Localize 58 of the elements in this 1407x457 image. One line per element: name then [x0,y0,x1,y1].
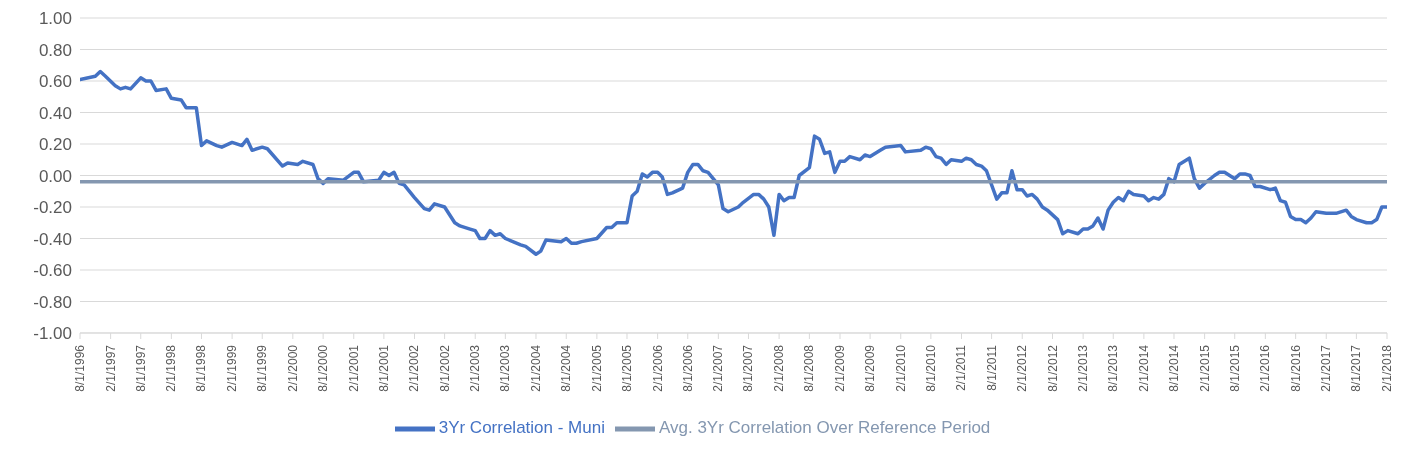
y-tick-label: 0.60 [38,72,72,92]
x-tick-label: 8/1/2008 [802,344,817,392]
x-tick-label: 2/1/2009 [833,344,847,392]
x-tick-label: 8/1/2009 [863,344,878,392]
x-tick-label: 8/1/2002 [437,344,452,392]
x-tick-label: 2/1/2007 [711,344,726,392]
x-tick-label: 8/1/2006 [680,344,695,392]
x-tick-label: 8/1/2013 [1106,344,1121,392]
x-tick-label: 8/1/2001 [376,344,391,392]
x-tick-label: 2/1/2003 [468,344,483,392]
x-tick-label: 8/1/1996 [73,344,87,392]
x-tick-label: 2/1/2018 [1380,344,1394,392]
y-tick-label: -0.40 [33,229,72,249]
x-tick-label: 2/1/2000 [285,344,300,392]
x-tick-label: 2/1/2013 [1076,344,1091,392]
x-tick-label: 8/1/2017 [1349,344,1364,392]
x-tick-label: 8/1/2014 [1166,344,1181,392]
x-tick-label: 2/1/2006 [650,344,665,392]
x-tick-label: 2/1/2012 [1015,344,1030,392]
y-tick-label: 0.00 [38,166,72,186]
x-tick-label: 8/1/1999 [255,344,270,392]
legend-label: 3Yr Correlation - Muni [438,418,605,438]
y-tick-label: 0.40 [38,103,72,123]
y-tick-label: -0.20 [33,198,72,218]
x-tick-label: 8/1/2003 [498,344,513,392]
x-tick-label: 8/1/2004 [559,344,574,392]
x-tick-label: 2/1/2004 [528,344,543,392]
y-tick-label: 1.00 [38,9,72,29]
x-tick-label: 2/1/1998 [164,344,179,392]
x-tick-label: 8/1/2010 [923,344,938,392]
x-tick-label: 2/1/2001 [346,344,361,392]
x-tick-label: 8/1/2015 [1227,344,1242,392]
x-tick-label: 8/1/1997 [133,344,148,392]
x-tick-label: 2/1/2008 [772,344,787,392]
x-tick-label: 8/1/2000 [316,344,331,392]
x-tick-label: 2/1/2015 [1197,344,1212,392]
x-tick-label: 8/1/2011 [984,344,999,391]
x-tick-label: 2/1/1997 [103,344,118,392]
x-tick-label: 2/1/2017 [1319,344,1334,392]
y-tick-label: 0.80 [38,40,72,60]
x-tick-label: 2/1/1999 [225,344,240,392]
y-tick-label: -1.00 [33,324,72,344]
x-tick-label: 2/1/2002 [407,344,422,392]
x-tick-label: 2/1/2010 [893,344,908,392]
x-tick-label: 2/1/2014 [1136,344,1151,392]
x-tick-label: 2/1/2005 [589,344,604,392]
x-tick-label: 8/1/2007 [741,344,756,392]
x-tick-label: 8/1/2012 [1045,344,1060,392]
x-tick-label: 8/1/2005 [620,344,634,392]
y-tick-label: 0.20 [38,135,72,155]
line-series [80,69,1387,256]
x-tick-label: 8/1/1998 [194,344,209,392]
x-tick-label: 8/1/2016 [1288,344,1303,392]
y-tick-label: -0.60 [33,261,72,281]
legend-label: Avg. 3Yr Correlation Over Reference Period [658,418,991,438]
y-tick-label: -0.80 [33,292,72,312]
x-tick-label: 2/1/2011 [954,344,969,391]
x-tick-label: 2/1/2016 [1258,344,1273,392]
